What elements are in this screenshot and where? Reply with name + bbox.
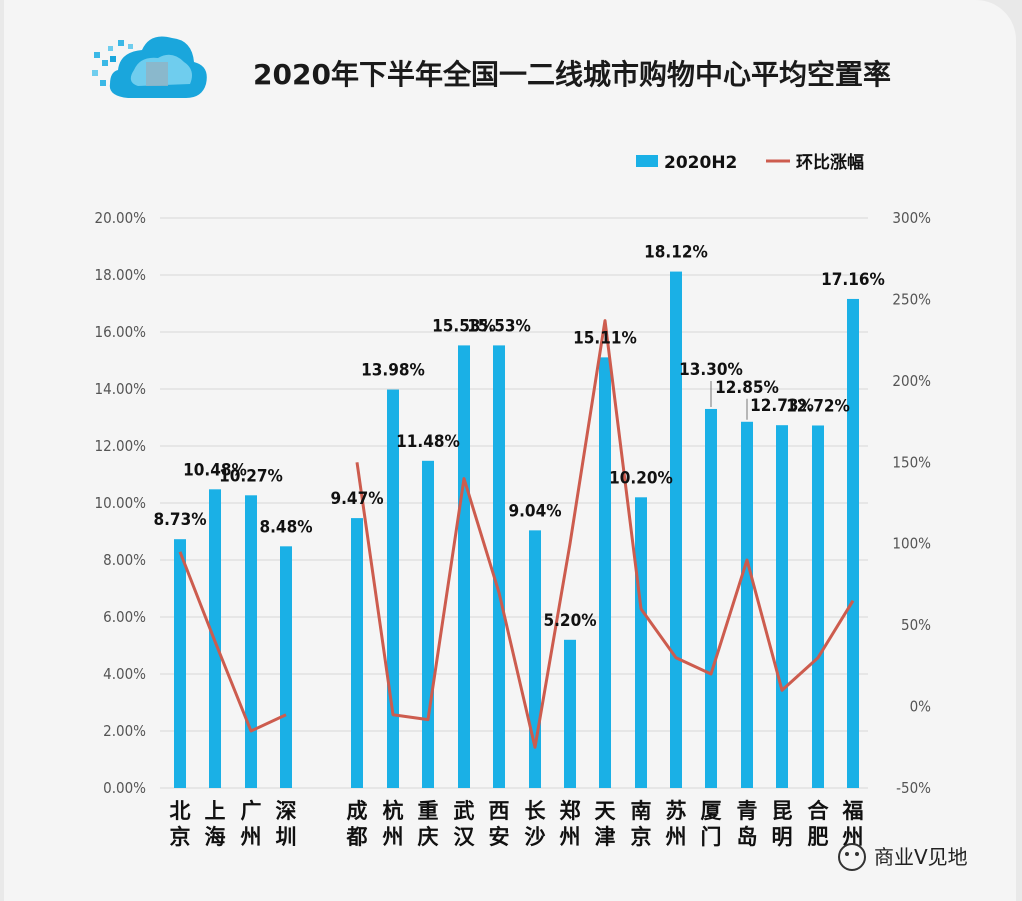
bar-data-label: 8.73% — [153, 510, 206, 530]
bar-data-label: 12.72% — [786, 396, 850, 416]
bar — [351, 518, 363, 788]
x-category-label: 武汉 — [454, 799, 476, 849]
y-left-tick-label: 8.00% — [103, 551, 146, 569]
y-left-tick-label: 20.00% — [95, 209, 147, 227]
chart-title: 2020年下半年全国一二线城市购物中心平均空置率 — [253, 58, 891, 91]
y-left-tick-label: 18.00% — [95, 266, 147, 284]
bar — [635, 497, 647, 788]
y-left-tick-label: 14.00% — [95, 380, 147, 398]
bar-data-label: 12.73% — [750, 396, 814, 416]
bar-data-label: 17.16% — [821, 270, 885, 290]
y-left-tick-label: 6.00% — [103, 608, 146, 626]
y-axis-left: 0.00% 2.00% 4.00% 6.00% 8.00% 10.00% 12.00% 14.… — [95, 209, 147, 797]
y-right-tick-label: 150% — [892, 453, 931, 471]
y-left-tick-label: 12.00% — [95, 437, 147, 455]
bar — [245, 495, 257, 788]
y-right-tick-label: 200% — [892, 372, 931, 390]
bar — [529, 530, 541, 788]
bar — [422, 460, 434, 788]
bar — [599, 357, 611, 788]
x-category-label: 北京 — [170, 799, 191, 849]
watermark-text: 商业V见地 — [874, 845, 968, 869]
y-right-tick-label: 250% — [892, 290, 931, 308]
x-category-label: 苏州 — [666, 799, 687, 849]
bar-data-label: 18.12% — [644, 243, 708, 263]
legend-label-line: 环比涨幅 — [796, 152, 864, 173]
bar-data-label: 15.53% — [432, 316, 496, 336]
x-category-label: 福州 — [842, 799, 864, 849]
y-left-tick-label: 0.00% — [103, 779, 146, 797]
bar-data-label: 15.53% — [467, 316, 531, 336]
bar-data-label: 5.20% — [543, 611, 596, 631]
bar — [741, 421, 753, 788]
bar-data-label: 10.20% — [609, 468, 673, 488]
x-category-label: 天津 — [595, 799, 617, 849]
legend-bar-swatch — [636, 155, 658, 167]
y-left-tick-label: 16.00% — [95, 323, 147, 341]
bar — [280, 546, 292, 788]
x-category-label: 郑州 — [560, 799, 581, 849]
bar-data-label: 10.48% — [183, 460, 247, 480]
y-right-tick-label: 0% — [910, 698, 932, 716]
x-category-label: 成都 — [346, 799, 368, 849]
bar-data-label: 15.11% — [573, 328, 637, 348]
x-category-label: 南京 — [631, 799, 652, 849]
y-axis-right: -50% 0% 50% 100% 150% 200% 250% 300% — [892, 209, 931, 797]
line-segment — [178, 551, 287, 733]
bar-data-label: 8.48% — [259, 517, 312, 537]
bar — [705, 408, 717, 788]
logo-icon — [92, 36, 207, 98]
y-right-tick-label: -50% — [896, 779, 931, 797]
bar-data-label: 12.85% — [715, 378, 779, 398]
y-left-tick-label: 2.00% — [103, 722, 146, 740]
watermark: 商业V见地 — [838, 843, 968, 871]
bar — [458, 345, 470, 788]
legend-label-bar: 2020H2 — [664, 153, 737, 173]
wechat-icon — [838, 843, 866, 871]
bar-data-label: 13.30% — [679, 360, 743, 380]
bar-data-label: 9.04% — [508, 501, 561, 521]
x-category-label: 上海 — [205, 799, 226, 849]
bar — [847, 298, 859, 788]
x-category-label: 昆明 — [772, 799, 793, 849]
line-segment — [355, 319, 855, 749]
bar — [564, 639, 576, 788]
x-category-label: 青岛 — [737, 799, 758, 849]
y-left-tick-label: 4.00% — [103, 665, 146, 683]
bar — [174, 539, 186, 788]
y-right-tick-label: 100% — [892, 535, 931, 553]
bar-data-label: 10.27% — [219, 466, 283, 486]
y-left-tick-label: 10.00% — [95, 494, 147, 512]
bar-data-label: 9.47% — [330, 489, 383, 509]
data-labels: 8.73% 10.48%10.27% 8.48% 9.47% 13.98% 11.48% 1… — [153, 243, 884, 631]
y-right-tick-label: 50% — [901, 616, 931, 634]
x-category-label: 西安 — [489, 799, 510, 849]
x-category-label: 重庆 — [418, 799, 439, 849]
bar-data-label: 13.98% — [361, 361, 425, 381]
bar — [670, 271, 682, 789]
bar — [812, 425, 824, 788]
bar — [493, 345, 505, 788]
x-category-label: 杭州 — [383, 799, 404, 849]
x-category-label: 厦门 — [701, 799, 722, 849]
bar — [776, 425, 788, 788]
x-category-label: 广州 — [241, 799, 262, 849]
x-category-label: 长沙 — [525, 799, 547, 849]
gridlines — [160, 217, 868, 789]
bar-data-label: 11.48% — [396, 432, 460, 452]
y-right-tick-label: 300% — [892, 209, 931, 227]
x-category-label: 合肥 — [808, 799, 830, 849]
x-category-label: 深圳 — [276, 799, 297, 849]
line-series — [178, 319, 855, 749]
